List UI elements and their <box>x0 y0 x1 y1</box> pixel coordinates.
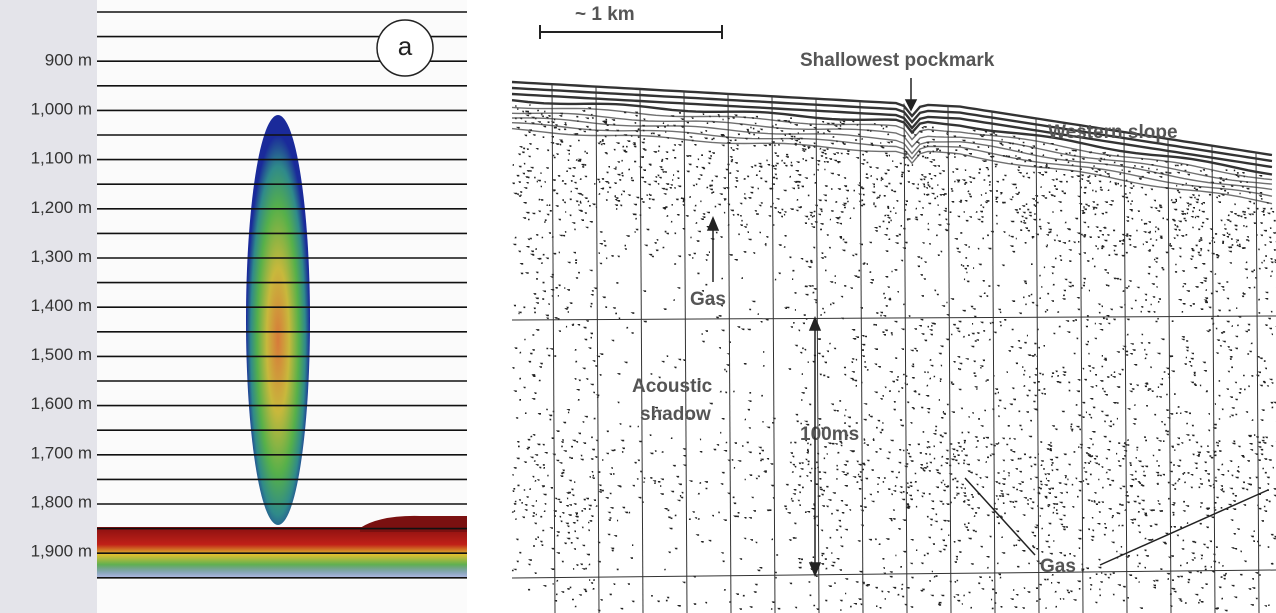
grid-line <box>1123 132 1128 613</box>
grid-line <box>639 89 644 613</box>
grid-line <box>1211 145 1216 613</box>
arrowhead <box>904 99 918 112</box>
depth-label: 1,100 m <box>31 149 92 168</box>
reflector <box>511 92 1273 169</box>
depth-label: 900 m <box>45 50 92 69</box>
grid-line <box>1167 138 1172 613</box>
depth-label: 1,300 m <box>31 247 92 266</box>
annotation: Gas <box>690 289 726 310</box>
arrowhead <box>808 562 822 577</box>
annotation: Shallowest pockmark <box>800 50 995 71</box>
reflector <box>511 127 1273 205</box>
reflector <box>511 106 1273 181</box>
grid-line <box>1079 125 1084 613</box>
grid-line <box>1035 118 1040 613</box>
grid-line <box>551 84 556 613</box>
reflector <box>511 80 1273 157</box>
panel-badge <box>376 19 434 77</box>
reflector <box>511 112 1273 185</box>
grid-line <box>511 315 1276 321</box>
annotation: shadow <box>640 404 711 425</box>
grid-line <box>1255 152 1260 613</box>
arrows <box>706 78 1269 577</box>
seafloor-return <box>97 527 467 577</box>
depth-labels: 900 m 1,000 m 1,100 m 1,200 m 1,300 m 1,400 m… <box>31 50 92 560</box>
depth-label: 1,000 m <box>31 100 92 119</box>
depth-label: 1,200 m <box>31 198 92 217</box>
scale-label: ~ 1 km <box>575 4 635 25</box>
grid-line <box>511 569 1276 579</box>
depth-label: 1,900 m <box>31 541 92 560</box>
arrowhead <box>808 316 822 331</box>
depth-label: 1,400 m <box>31 296 92 315</box>
panel-b: ~ 1 km Shallowest pockmark Western slope… <box>511 4 1276 613</box>
reflector <box>511 99 1273 176</box>
annotation: Gas <box>1040 556 1076 577</box>
annotation: Acoustic <box>632 376 713 397</box>
reflector <box>511 117 1273 191</box>
grid-line <box>859 101 864 613</box>
panel-a: 900 m 1,000 m 1,100 m 1,200 m 1,300 m 1,400 m… <box>0 0 467 613</box>
grid-line <box>947 105 952 613</box>
seabed-reflectors <box>511 80 1273 205</box>
depth-lines <box>97 11 467 579</box>
grid-line <box>727 93 732 613</box>
depth-label: 1,700 m <box>31 443 92 462</box>
grid-line <box>595 86 600 613</box>
depth-label: 1,500 m <box>31 345 92 364</box>
grid-line <box>903 103 908 613</box>
arrowhead <box>706 216 720 231</box>
seismic-noise <box>511 104 1276 612</box>
grid-line <box>991 111 996 613</box>
panel-label: a <box>398 31 413 61</box>
reflector <box>511 122 1273 197</box>
reflector <box>511 86 1273 163</box>
grid-line <box>683 91 688 613</box>
depth-label: 1,600 m <box>31 394 92 413</box>
gas-plume <box>246 115 310 525</box>
annotation: Western slope <box>1048 122 1178 143</box>
label-strip <box>0 0 97 613</box>
record-grid <box>511 84 1276 613</box>
arrow <box>964 477 1036 556</box>
depth-label: 1,800 m <box>31 492 92 511</box>
grid-line <box>771 96 776 613</box>
arrow <box>1099 489 1269 566</box>
grid-line <box>815 98 820 613</box>
annotation: 100ms <box>800 424 859 445</box>
